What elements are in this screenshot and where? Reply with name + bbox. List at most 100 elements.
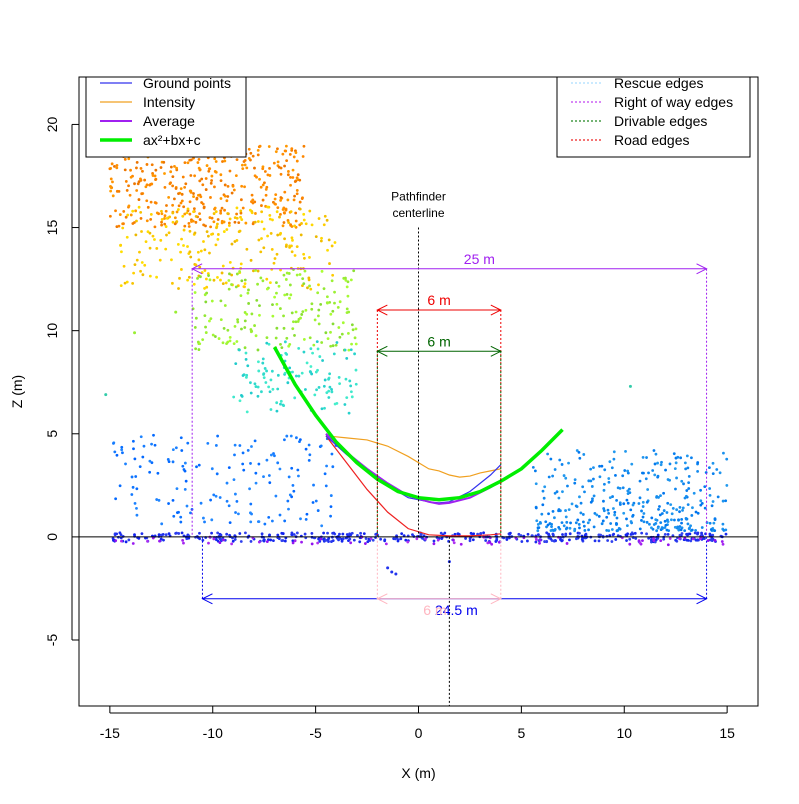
cloud-point: [674, 461, 678, 465]
cloud-point: [210, 518, 214, 522]
cloud-point: [685, 489, 689, 492]
cloud-point: [230, 273, 234, 277]
cloud-point: [625, 517, 628, 521]
cloud-point: [333, 241, 337, 244]
cloud-point: [610, 528, 614, 531]
cloud-point: [140, 230, 143, 233]
cloud-point: [670, 518, 673, 522]
cloud-point: [577, 523, 581, 526]
cloud-point: [210, 233, 213, 236]
cloud-point: [273, 295, 276, 299]
cloud-point: [708, 487, 712, 490]
cloud-point: [303, 269, 307, 273]
cloud-point: [182, 228, 186, 232]
centerline-label: centerline: [392, 206, 444, 220]
cloud-point: [327, 377, 330, 381]
cloud-point: [180, 192, 184, 196]
cloud-point: [566, 484, 569, 488]
cloud-point: [562, 524, 566, 528]
cloud-point: [154, 178, 157, 182]
outlier-point: [104, 393, 108, 397]
cloud-point: [678, 537, 681, 540]
cloud-point: [266, 234, 269, 238]
cloud-point: [254, 471, 258, 475]
cloud-point: [215, 226, 218, 230]
cloud-point: [151, 174, 155, 177]
cloud-point: [169, 170, 173, 174]
cloud-point: [210, 467, 214, 471]
cloud-point: [685, 454, 689, 458]
cloud-point: [696, 461, 700, 464]
cloud-point: [285, 292, 289, 296]
cloud-point: [253, 382, 257, 386]
cloud-point: [243, 326, 247, 329]
cloud-point: [230, 283, 233, 286]
cloud-point: [711, 500, 715, 503]
cloud-point: [225, 199, 229, 203]
cloud-point: [655, 529, 659, 533]
cloud-point: [193, 326, 197, 329]
series-lines: [272, 346, 564, 537]
cloud-point: [216, 276, 219, 279]
cloud-point: [196, 250, 200, 254]
cloud-point: [607, 477, 611, 480]
cloud-point: [135, 166, 138, 170]
cloud-point: [196, 276, 199, 280]
cloud-point: [682, 482, 685, 486]
cloud-point: [678, 533, 682, 537]
cloud-point: [295, 531, 299, 535]
cloud-point: [656, 533, 660, 537]
cloud-point: [269, 408, 273, 411]
cloud-point: [120, 445, 124, 449]
cloud-point: [232, 478, 236, 482]
cloud-point: [265, 287, 269, 291]
cloud-point: [299, 233, 303, 237]
cloud-point: [341, 532, 345, 536]
cloud-point: [291, 176, 295, 179]
cloud-point: [536, 533, 540, 537]
cloud-point: [245, 410, 249, 414]
cloud-point: [725, 457, 729, 461]
cloud-point: [115, 189, 119, 193]
cloud-point: [313, 318, 317, 322]
cloud-point: [183, 185, 187, 189]
cloud-point: [674, 538, 678, 542]
cloud-point: [197, 158, 201, 161]
cloud-point: [160, 522, 164, 526]
cloud-point: [640, 509, 643, 513]
cloud-point: [656, 526, 660, 530]
cloud-point: [588, 518, 591, 522]
cloud-point: [286, 381, 290, 385]
legend-box: [85, 76, 247, 158]
cloud-point: [593, 512, 597, 515]
cloud-point: [135, 189, 139, 192]
cloud-point: [345, 285, 349, 289]
cloud-point: [310, 542, 314, 546]
cloud-point: [505, 538, 509, 541]
cloud-point: [589, 467, 593, 471]
cloud-point: [295, 436, 298, 440]
cloud-point: [219, 179, 223, 183]
cloud-point: [320, 236, 323, 240]
cloud-point: [290, 225, 294, 228]
cloud-point: [354, 368, 358, 372]
cloud-point: [282, 404, 286, 408]
cloud-point: [241, 206, 245, 210]
cloud-point: [694, 529, 698, 532]
cloud-point: [179, 520, 183, 524]
y-tick-label: 10: [44, 323, 60, 339]
cloud-point: [290, 533, 294, 536]
cloud-point: [315, 340, 319, 344]
cloud-point: [179, 201, 183, 205]
cloud-point: [606, 539, 610, 542]
cloud-point: [246, 449, 250, 452]
cloud-point: [317, 217, 321, 220]
cloud-point: [694, 538, 698, 542]
dimension-label: 6 m: [427, 292, 450, 308]
cloud-point: [597, 514, 601, 518]
cloud-point: [297, 374, 301, 378]
cloud-point: [177, 204, 181, 208]
cloud-point: [303, 256, 306, 260]
cloud-point: [121, 226, 125, 230]
cloud-point: [308, 209, 312, 213]
